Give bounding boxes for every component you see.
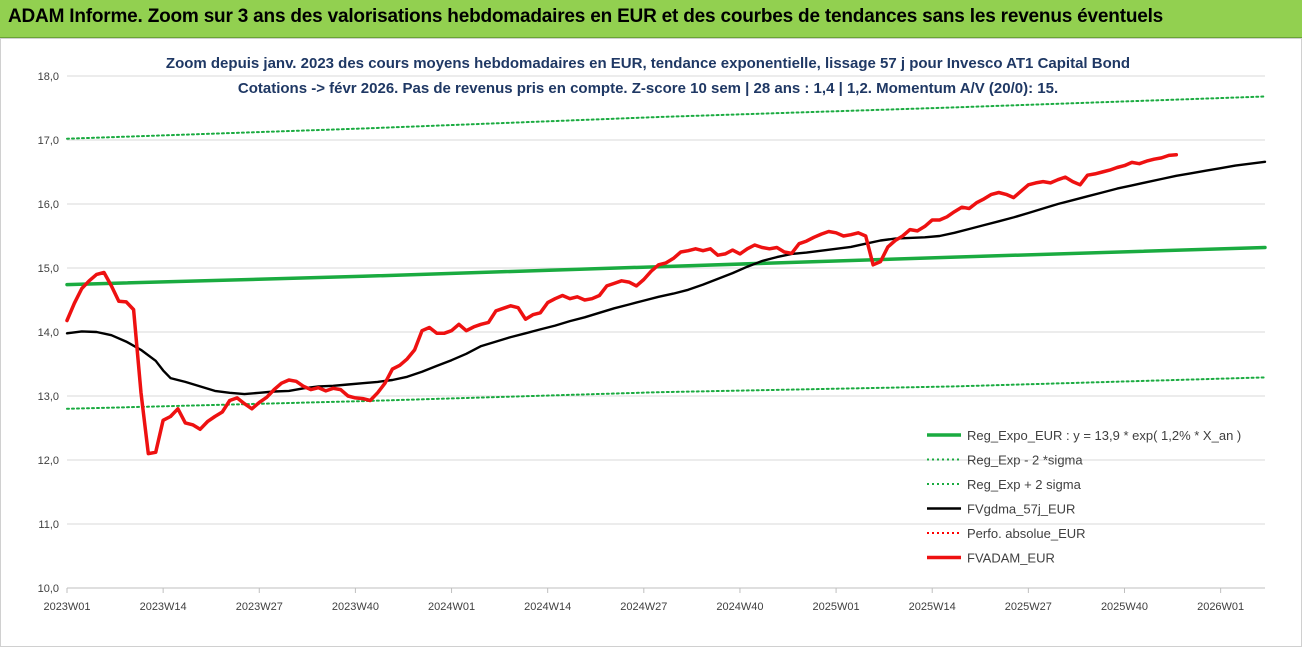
axis-layer: 10,0 11,0 12,0 13,0 14,0 15,0 16,0 17,0 18,0 2023…	[38, 71, 1265, 613]
y-tick-label: 15,0	[38, 263, 59, 275]
x-tick-label: 2023W01	[43, 601, 90, 613]
series-layer	[65, 95, 1267, 456]
header-title: ADAM Informe. Zoom sur 3 ans des valoris…	[8, 6, 1164, 27]
chart-title-line2: Cotations -> févr 2026. Pas de revenus p…	[238, 80, 1058, 97]
legend-label: Perfo. absolue_EUR	[967, 526, 1086, 541]
chart-title-line1: Zoom depuis janv. 2023 des cours moyens …	[166, 55, 1130, 72]
y-tick-label: 16,0	[38, 199, 59, 211]
y-tick-label: 14,0	[38, 327, 59, 339]
x-tick-label: 2025W14	[909, 601, 956, 613]
x-tick-label: 2025W01	[813, 601, 860, 613]
legend-label: Reg_Exp - 2 *sigma	[967, 453, 1083, 468]
x-tick-label: 2024W40	[716, 601, 763, 613]
series-line-1	[66, 376, 1266, 410]
series-line-2	[66, 95, 1266, 140]
y-tick-label: 13,0	[38, 391, 59, 403]
x-tick-label: 2025W27	[1005, 601, 1052, 613]
x-tick-label: 2023W14	[140, 601, 187, 613]
legend-label: Reg_Expo_EUR : y = 13,9 * exp( 1,2% * X_…	[967, 428, 1241, 443]
series-line-0	[65, 245, 1267, 287]
legend-label: FVADAM_EUR	[967, 551, 1055, 566]
legend-label: FVgdma_57j_EUR	[967, 502, 1075, 517]
series-line-5	[65, 152, 1179, 456]
legend-label: Reg_Exp + 2 sigma	[967, 477, 1082, 492]
legend: Reg_Expo_EUR : y = 13,9 * exp( 1,2% * X_…	[927, 428, 1241, 566]
y-tick-label: 11,0	[38, 519, 59, 531]
y-tick-label: 17,0	[38, 135, 59, 147]
y-tick-label: 12,0	[38, 455, 59, 467]
x-tick-label: 2025W40	[1101, 601, 1148, 613]
y-tick-label: 18,0	[38, 71, 59, 83]
header-banner: ADAM Informe. Zoom sur 3 ans des valoris…	[0, 0, 1302, 38]
y-tick-label: 10,0	[38, 583, 59, 595]
x-tick-label: 2024W01	[428, 601, 475, 613]
grid-layer	[67, 75, 1265, 525]
x-tick-label: 2023W40	[332, 601, 379, 613]
x-tick-label: 2024W27	[620, 601, 667, 613]
series-line-3	[65, 160, 1267, 396]
x-tick-label: 2023W27	[236, 601, 283, 613]
x-tick-label: 2024W14	[524, 601, 571, 613]
x-tick-label: 2026W01	[1197, 601, 1244, 613]
